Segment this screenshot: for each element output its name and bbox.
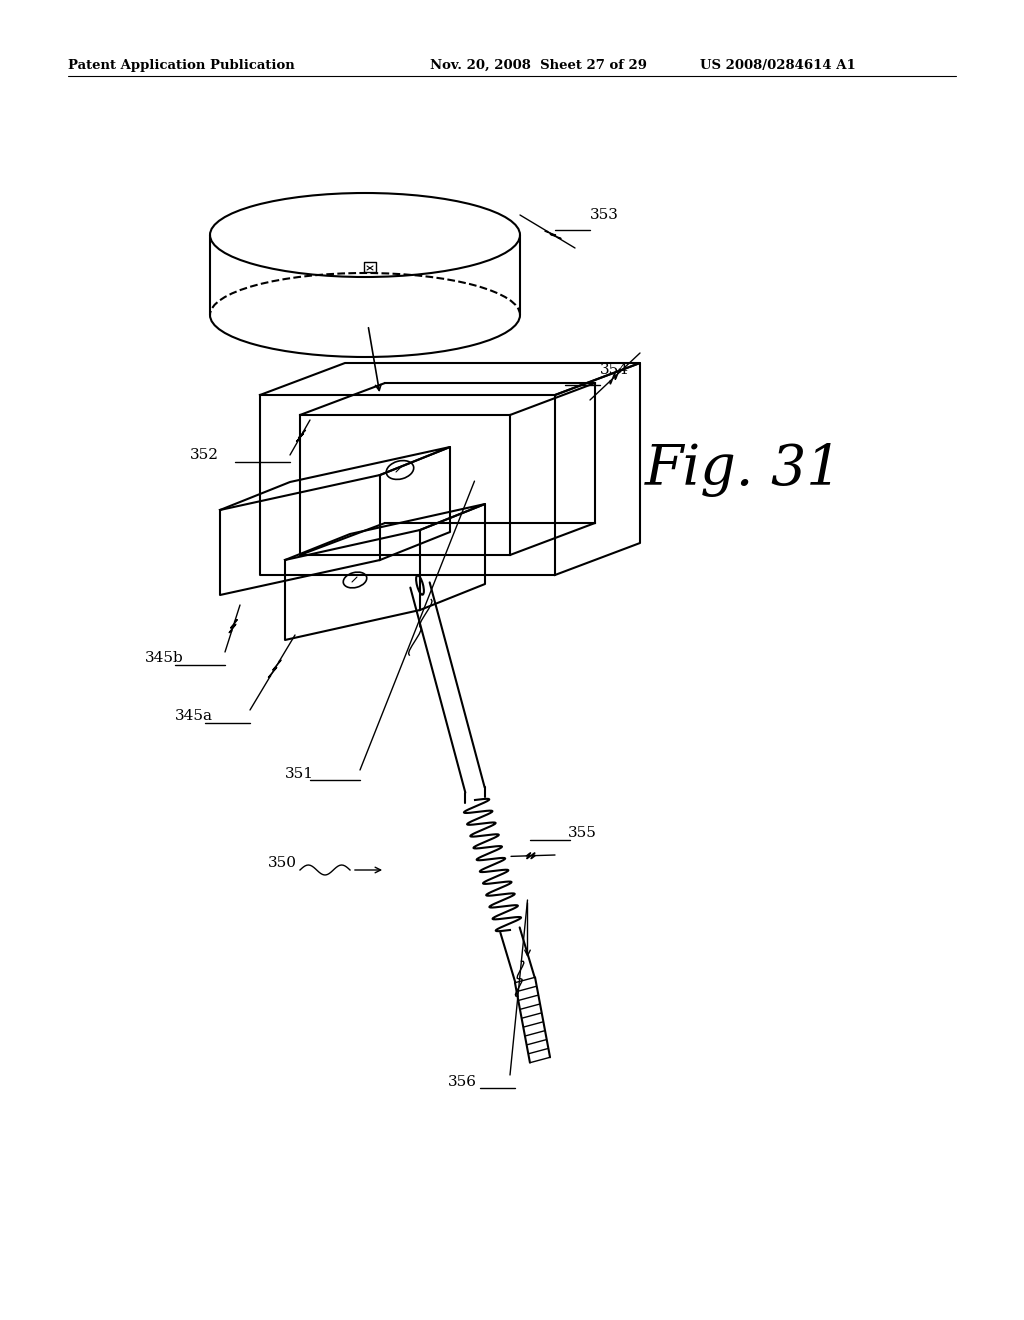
Text: 353: 353 xyxy=(590,209,618,222)
Text: 356: 356 xyxy=(449,1074,477,1089)
Text: 351: 351 xyxy=(285,767,314,781)
Text: 352: 352 xyxy=(190,447,219,462)
Text: US 2008/0284614 A1: US 2008/0284614 A1 xyxy=(700,58,856,71)
Text: Nov. 20, 2008  Sheet 27 of 29: Nov. 20, 2008 Sheet 27 of 29 xyxy=(430,58,647,71)
Text: Patent Application Publication: Patent Application Publication xyxy=(68,58,295,71)
Text: 355: 355 xyxy=(568,826,597,840)
Text: 350: 350 xyxy=(268,855,297,870)
Text: 345b: 345b xyxy=(145,651,183,665)
Text: 354: 354 xyxy=(600,363,629,378)
Text: Fig. 31: Fig. 31 xyxy=(645,442,843,498)
Text: 345a: 345a xyxy=(175,709,213,723)
